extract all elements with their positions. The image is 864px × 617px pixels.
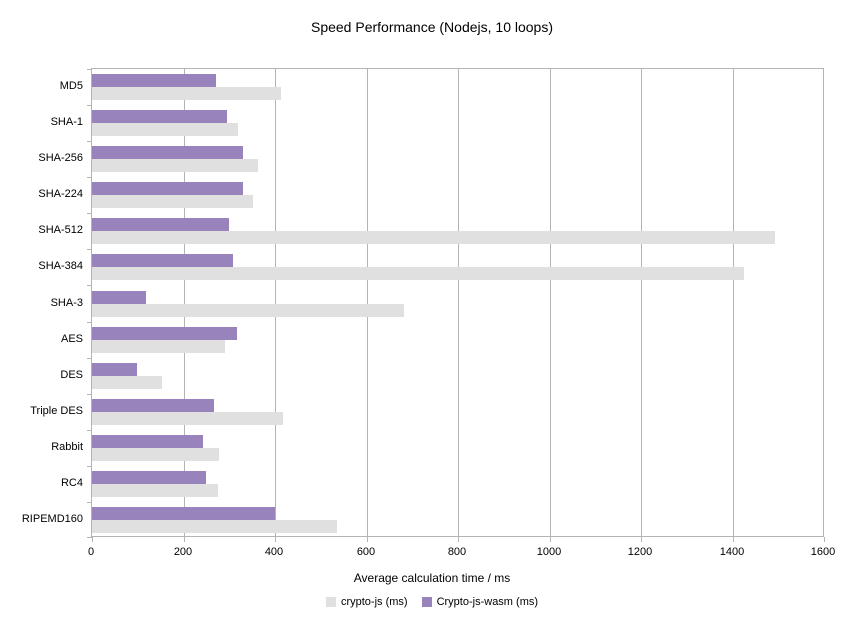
legend-label: crypto-js (ms) xyxy=(340,596,408,608)
bar-crypto-js-ms-sha-512 xyxy=(92,231,775,244)
category-label-rabbit: Rabbit xyxy=(51,441,83,453)
y-axis-tick xyxy=(87,322,92,323)
legend-item-crypto-js-ms: crypto-js (ms) xyxy=(325,596,408,608)
x-axis-tick xyxy=(733,537,734,542)
y-axis-tick xyxy=(87,285,92,286)
bar-crypto-js-wasm-ms-aes xyxy=(92,327,237,340)
x-axis-tick-label-200: 200 xyxy=(173,546,193,558)
x-axis-tick xyxy=(641,537,642,542)
plot-area xyxy=(87,68,825,542)
y-axis-tick xyxy=(87,466,92,467)
x-axis-tick xyxy=(184,537,185,542)
x-axis-tick-label-1600: 1600 xyxy=(810,546,836,558)
bar-crypto-js-ms-des xyxy=(92,376,162,389)
category-label-aes: AES xyxy=(60,333,83,345)
category-label-sha-256: SHA-256 xyxy=(38,152,83,164)
chart-title: Speed Performance (Nodejs, 10 loops) xyxy=(310,19,554,35)
legend-swatch-icon xyxy=(421,597,432,607)
category-label-sha-1: SHA-1 xyxy=(50,116,83,128)
category-label-rc4: RC4 xyxy=(60,477,83,489)
bar-crypto-js-ms-rc4 xyxy=(92,484,218,497)
bar-crypto-js-wasm-ms-sha-384 xyxy=(92,254,233,267)
category-label-sha-384: SHA-384 xyxy=(38,260,83,272)
category-label-md5: MD5 xyxy=(59,80,83,92)
y-axis-tick xyxy=(87,105,92,106)
bar-crypto-js-wasm-ms-des xyxy=(92,363,137,376)
gridline-x-600 xyxy=(367,69,368,536)
x-axis-tick xyxy=(550,537,551,542)
bar-crypto-js-wasm-ms-sha-224 xyxy=(92,182,243,195)
y-axis-tick xyxy=(87,141,92,142)
bar-crypto-js-ms-sha-1 xyxy=(92,123,238,136)
bar-crypto-js-ms-triple-des xyxy=(92,412,283,425)
y-axis-tick xyxy=(87,69,92,70)
x-axis-tick xyxy=(275,537,276,542)
bar-crypto-js-wasm-ms-sha-1 xyxy=(92,110,227,123)
x-axis-tick-label-400: 400 xyxy=(264,546,284,558)
bar-crypto-js-wasm-ms-triple-des xyxy=(92,399,214,412)
y-axis-tick xyxy=(87,537,92,538)
x-axis-tick xyxy=(824,537,825,542)
y-axis-tick xyxy=(87,213,92,214)
y-axis-tick xyxy=(87,249,92,250)
bar-crypto-js-wasm-ms-sha-3 xyxy=(92,291,146,304)
bar-crypto-js-ms-aes xyxy=(92,340,225,353)
x-axis-tick-label-1000: 1000 xyxy=(536,546,562,558)
gridline-x-800 xyxy=(458,69,459,536)
bar-crypto-js-ms-sha-256 xyxy=(92,159,258,172)
y-axis-tick xyxy=(87,502,92,503)
x-axis-tick-label-600: 600 xyxy=(356,546,376,558)
y-axis-tick xyxy=(87,430,92,431)
gridline-x-1400 xyxy=(733,69,734,536)
bar-crypto-js-wasm-ms-md5 xyxy=(92,74,216,87)
y-axis-tick xyxy=(87,177,92,178)
x-axis-tick-label-800: 800 xyxy=(447,546,467,558)
category-label-ripemd160: RIPEMD160 xyxy=(21,513,83,525)
category-label-sha-224: SHA-224 xyxy=(38,188,83,200)
bar-crypto-js-ms-ripemd160 xyxy=(92,520,337,533)
category-label-des: DES xyxy=(60,369,83,381)
gridline-x-400 xyxy=(275,69,276,536)
bar-crypto-js-ms-sha-3 xyxy=(92,304,404,317)
bar-crypto-js-ms-sha-224 xyxy=(92,195,253,208)
bar-crypto-js-wasm-ms-ripemd160 xyxy=(92,507,275,520)
y-axis-tick xyxy=(87,358,92,359)
bar-crypto-js-wasm-ms-sha-512 xyxy=(92,218,229,231)
bar-crypto-js-wasm-ms-rc4 xyxy=(92,471,206,484)
bar-crypto-js-ms-rabbit xyxy=(92,448,219,461)
gridline-x-1000 xyxy=(550,69,551,536)
category-label-sha-512: SHA-512 xyxy=(38,224,83,236)
bar-crypto-js-wasm-ms-sha-256 xyxy=(92,146,243,159)
legend: crypto-js (ms) Crypto-js-wasm (ms) xyxy=(0,596,864,608)
y-axis-tick xyxy=(87,394,92,395)
x-axis-tick xyxy=(458,537,459,542)
x-axis-tick-label-0: 0 xyxy=(87,546,95,558)
legend-item-crypto-js-wasm-ms: Crypto-js-wasm (ms) xyxy=(421,596,539,608)
x-axis-tick xyxy=(92,537,93,542)
bar-crypto-js-wasm-ms-rabbit xyxy=(92,435,203,448)
bar-crypto-js-ms-md5 xyxy=(92,87,281,100)
x-axis-tick-label-1200: 1200 xyxy=(627,546,653,558)
gridline-x-200 xyxy=(184,69,185,536)
bar-crypto-js-ms-sha-384 xyxy=(92,267,744,280)
legend-label: Crypto-js-wasm (ms) xyxy=(436,596,539,608)
gridline-x-1200 xyxy=(641,69,642,536)
x-axis-tick-label-1400: 1400 xyxy=(719,546,745,558)
x-axis-title: Average calculation time / ms xyxy=(353,571,511,585)
category-label-sha-3: SHA-3 xyxy=(50,297,83,309)
x-axis-tick xyxy=(367,537,368,542)
legend-swatch-icon xyxy=(325,597,336,607)
category-label-triple-des: Triple DES xyxy=(30,405,83,417)
